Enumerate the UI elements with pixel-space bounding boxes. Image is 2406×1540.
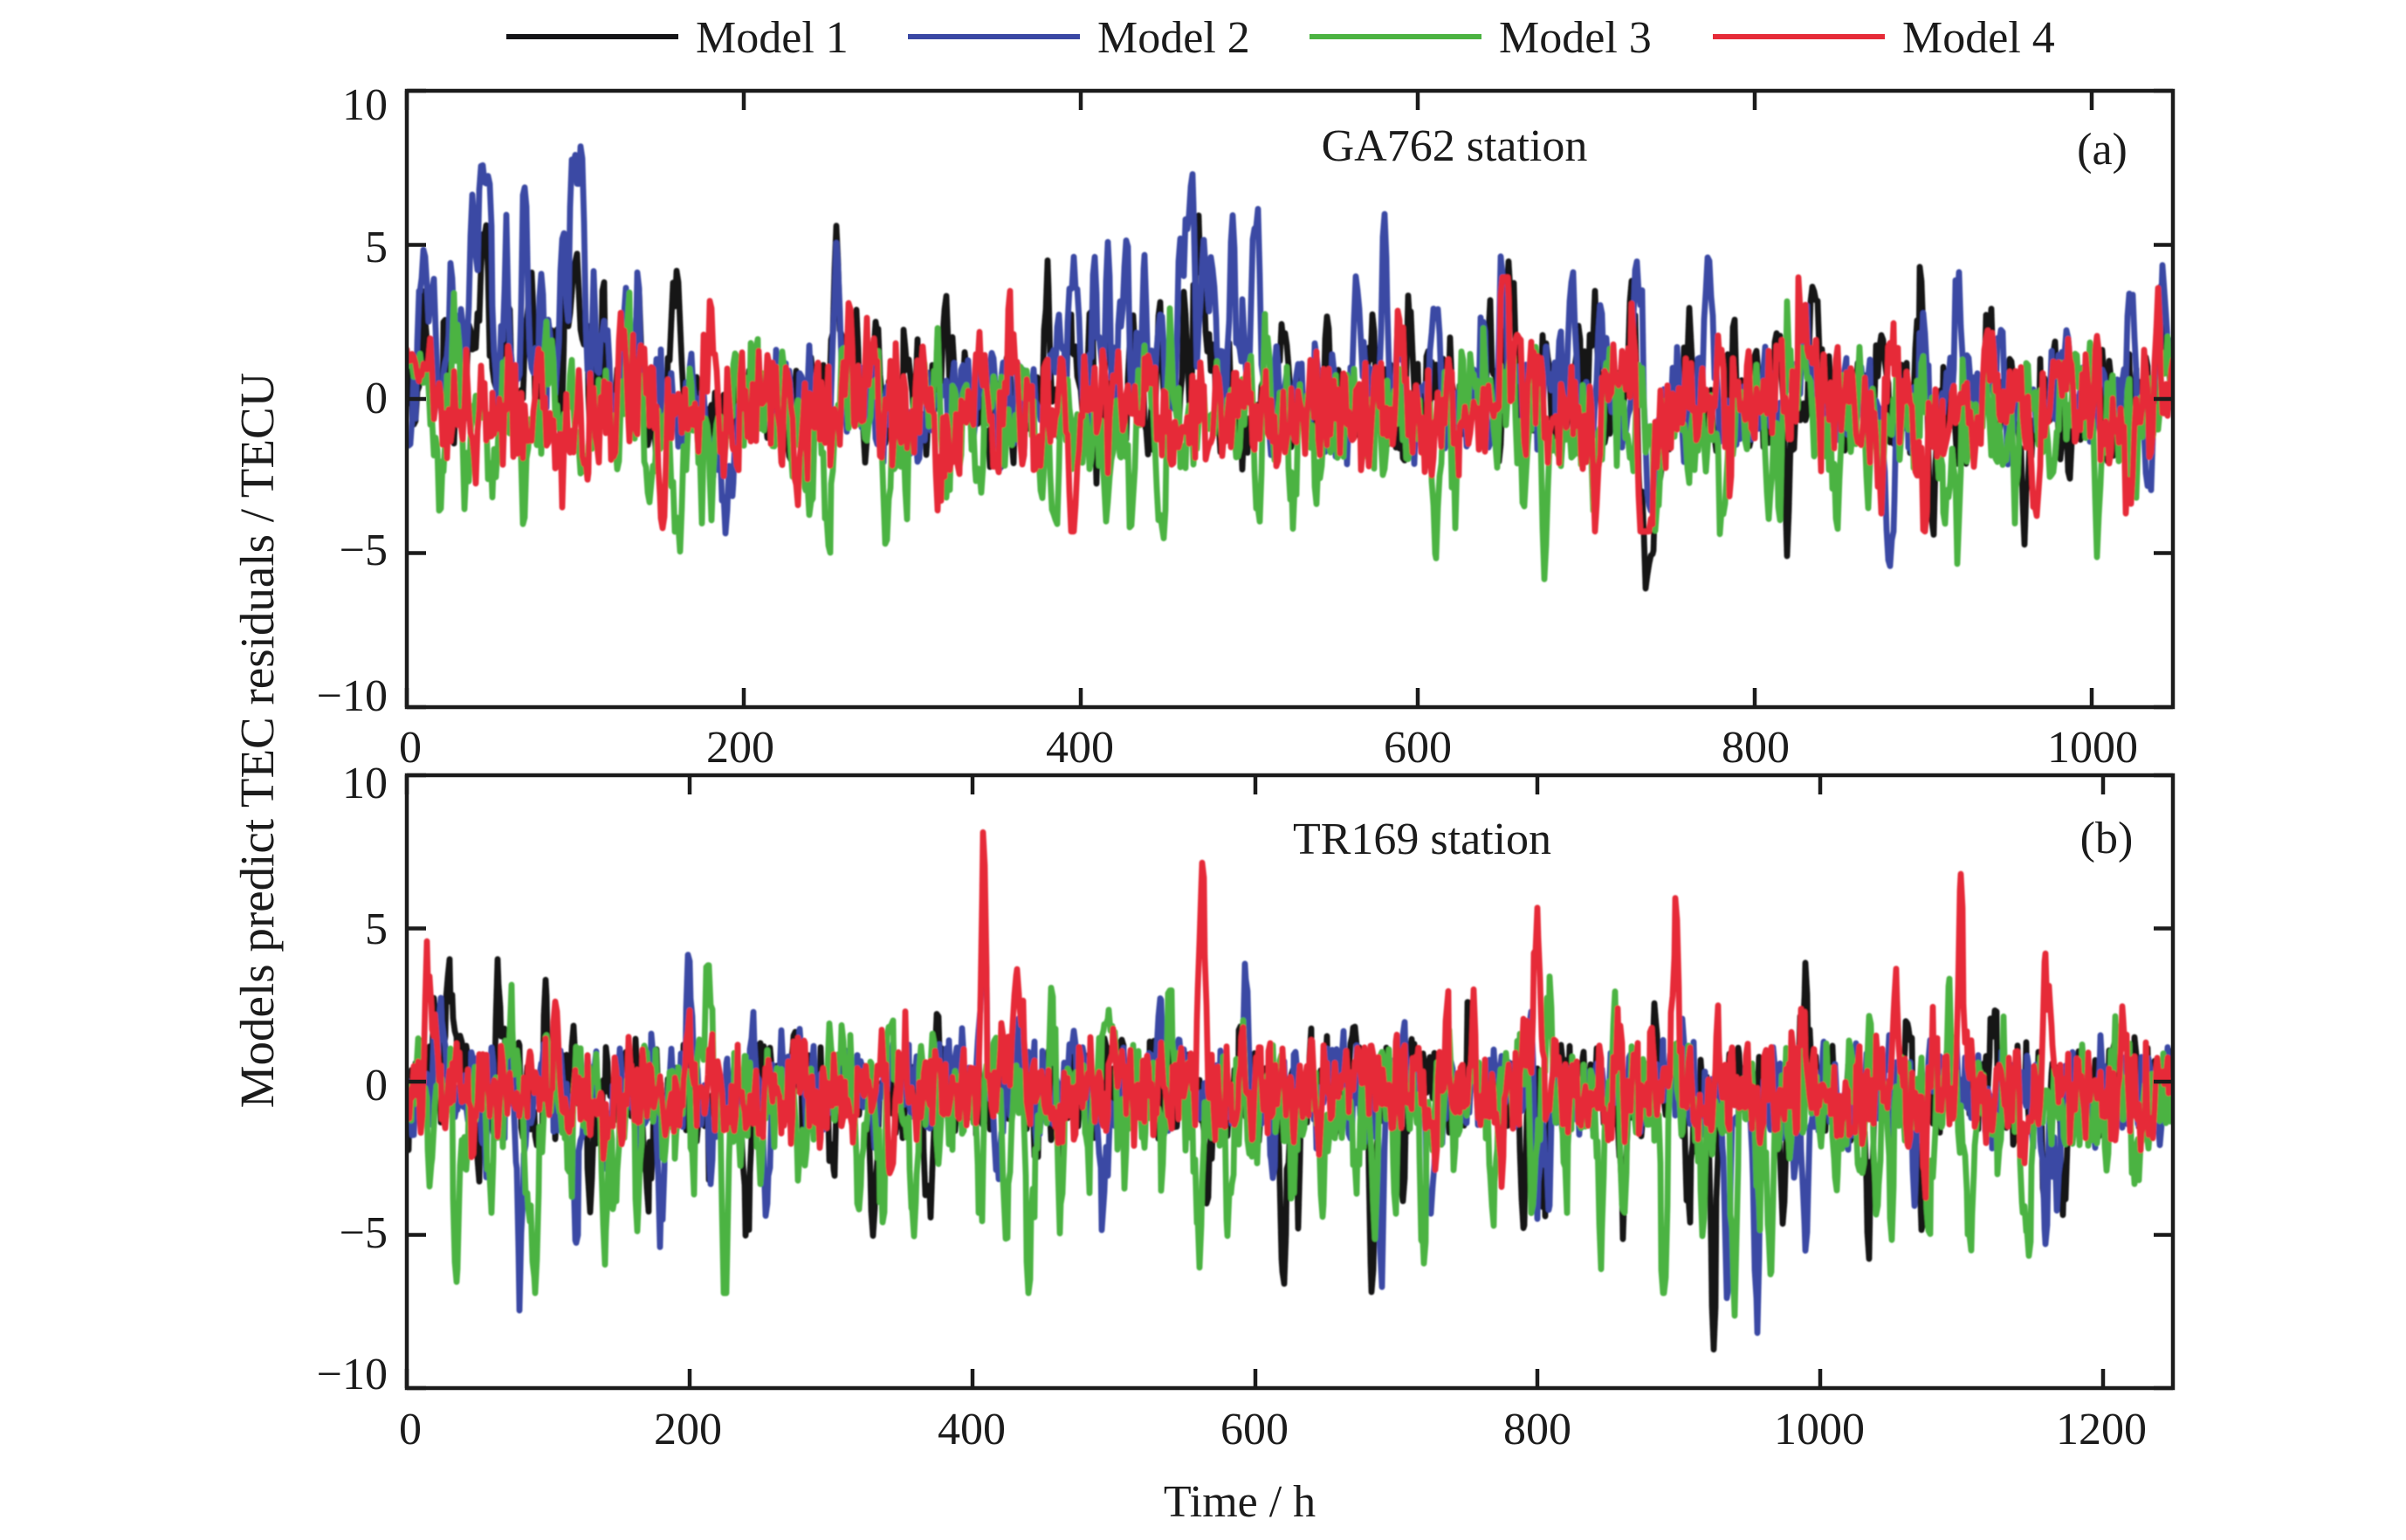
svg-text:200: 200 — [706, 723, 774, 773]
svg-text:800: 800 — [1722, 723, 1790, 773]
svg-text:Model 3: Model 3 — [1499, 13, 1652, 63]
svg-text:−10: −10 — [317, 1350, 388, 1399]
svg-text:1200: 1200 — [2056, 1405, 2147, 1454]
svg-text:Models predict TEC residuals /: Models predict TEC residuals / TECU — [230, 373, 284, 1109]
svg-text:(b): (b) — [2080, 814, 2134, 863]
svg-text:0: 0 — [365, 1061, 388, 1110]
svg-text:600: 600 — [1384, 723, 1452, 773]
svg-text:1000: 1000 — [2047, 723, 2138, 773]
svg-text:GA762 station: GA762 station — [1322, 121, 1588, 171]
svg-text:Model 4: Model 4 — [1902, 13, 2055, 63]
svg-text:0: 0 — [399, 1405, 422, 1454]
svg-text:10: 10 — [342, 759, 388, 808]
svg-text:1000: 1000 — [1774, 1405, 1865, 1454]
svg-text:200: 200 — [654, 1405, 722, 1454]
svg-text:600: 600 — [1220, 1405, 1289, 1454]
svg-text:Time / h: Time / h — [1164, 1477, 1316, 1527]
svg-text:Model 2: Model 2 — [1097, 13, 1250, 63]
svg-text:TR169 station: TR169 station — [1293, 815, 1551, 864]
svg-text:−5: −5 — [340, 526, 388, 575]
svg-text:10: 10 — [342, 80, 388, 130]
svg-text:0: 0 — [399, 723, 422, 773]
svg-text:(a): (a) — [2077, 125, 2128, 175]
svg-text:800: 800 — [1503, 1405, 1571, 1454]
svg-text:−5: −5 — [340, 1208, 388, 1258]
svg-text:Model 1: Model 1 — [696, 13, 849, 63]
svg-text:5: 5 — [365, 904, 388, 954]
svg-text:−10: −10 — [317, 671, 388, 721]
svg-text:5: 5 — [365, 223, 388, 272]
svg-text:400: 400 — [1046, 723, 1114, 773]
svg-text:400: 400 — [938, 1405, 1006, 1454]
svg-text:0: 0 — [365, 374, 388, 423]
